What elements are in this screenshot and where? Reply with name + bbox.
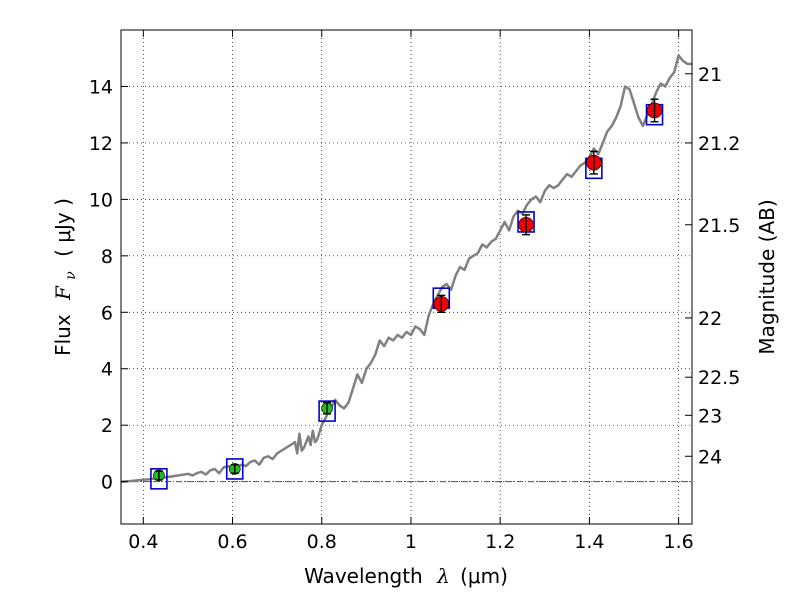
y-tick-label: 8 [101,246,113,268]
y-tick-label: 4 [101,359,113,381]
observed-points [153,98,663,482]
y-axis-label: Flux F ν ( μJy ) [51,198,80,356]
right-tick-label: 23 [698,405,722,427]
y-axis-label-unit: ( μJy ) [51,198,75,257]
x-axis-label-text: Wavelength [304,564,423,588]
x-axis-label-unit: (μm) [460,564,508,588]
y-axis-label-subscript: ν [63,271,79,280]
y-tick-label: 0 [101,472,113,494]
x-tick-label: 1.6 [664,531,694,553]
right-tick-label: 22.5 [698,367,740,389]
y-tick-label: 6 [101,302,113,324]
x-axis-label: Wavelength λ (μm) [304,564,508,588]
y-tick-label: 14 [89,76,113,98]
right-tick-label: 24 [698,446,722,468]
right-tick-label: 21.5 [698,215,740,237]
plot-background [121,30,692,524]
right-tick-label: 21.2 [698,133,740,155]
y-axis-label-symbol: F [51,285,75,301]
right-tick-label: 21 [698,64,722,86]
photometry-box [225,458,244,480]
photometry-box [318,400,336,422]
x-axis-label-symbol: λ [436,564,450,588]
photometry-box [150,468,168,490]
y-tick-label: 12 [89,133,113,155]
x-tick-label: 1 [405,531,417,553]
y-axis-ticks: 0 2 4 6 8 10 12 14 [89,76,128,494]
right-axis-label: Magnitude (AB) [755,199,779,354]
model-spectrum [120,54,692,483]
x-tick-label: 0.8 [307,531,337,553]
plot-frame [120,29,693,525]
y-axis-label-text: Flux [51,314,75,356]
x-tick-label: 1.4 [574,531,604,553]
x-axis-ticks: 0.4 0.6 0.8 1 1.2 1.4 1.6 [128,30,694,553]
y-tick-label: 2 [101,415,113,437]
x-tick-label: 1.2 [485,531,515,553]
x-tick-label: 0.6 [217,531,247,553]
y-tick-label: 10 [89,189,113,211]
model-spectrum-line [120,54,692,483]
right-axis-ticks: 21 21.2 21.5 22 22.5 23 24 [685,64,740,468]
x-tick-label: 0.4 [128,531,158,553]
right-tick-label: 22 [698,308,722,330]
